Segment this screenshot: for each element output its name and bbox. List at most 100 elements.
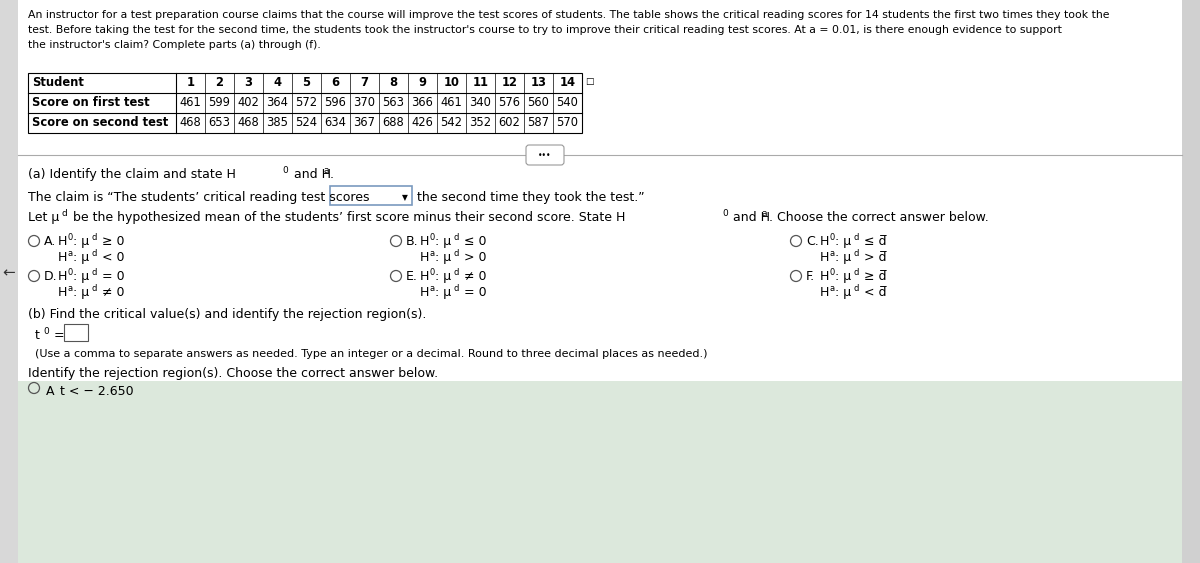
Text: : μ: : μ bbox=[436, 235, 451, 248]
Text: D.: D. bbox=[44, 270, 58, 283]
Text: a: a bbox=[323, 166, 329, 175]
Text: .: . bbox=[330, 168, 334, 181]
Text: : μ: : μ bbox=[835, 235, 851, 248]
Text: H: H bbox=[420, 251, 430, 264]
Text: H: H bbox=[820, 286, 829, 299]
Text: 14: 14 bbox=[559, 76, 576, 89]
Text: < d̅: < d̅ bbox=[860, 286, 887, 299]
Bar bbox=[1182, 0, 1200, 563]
Text: 0: 0 bbox=[67, 233, 72, 242]
Text: C.: C. bbox=[806, 235, 818, 248]
Text: 461: 461 bbox=[180, 96, 202, 109]
Text: 0: 0 bbox=[430, 268, 434, 277]
Text: H: H bbox=[420, 235, 430, 248]
Text: 4: 4 bbox=[274, 76, 282, 89]
Text: 367: 367 bbox=[354, 116, 376, 129]
Text: The claim is “The students’ critical reading test scores: The claim is “The students’ critical rea… bbox=[28, 191, 370, 204]
Text: 11: 11 bbox=[473, 76, 488, 89]
Text: 653: 653 bbox=[209, 116, 230, 129]
Text: 634: 634 bbox=[324, 116, 347, 129]
Text: : μ: : μ bbox=[436, 286, 451, 299]
Text: 570: 570 bbox=[557, 116, 578, 129]
Text: d: d bbox=[454, 284, 460, 293]
Text: B.: B. bbox=[406, 235, 419, 248]
Text: : μ: : μ bbox=[73, 270, 89, 283]
Text: 468: 468 bbox=[180, 116, 202, 129]
Text: 602: 602 bbox=[498, 116, 521, 129]
Text: : μ: : μ bbox=[73, 251, 89, 264]
Text: 385: 385 bbox=[266, 116, 288, 129]
Text: : μ: : μ bbox=[835, 286, 851, 299]
Text: 8: 8 bbox=[390, 76, 397, 89]
Text: a: a bbox=[829, 249, 834, 258]
Text: 2: 2 bbox=[216, 76, 223, 89]
Text: the instructor's claim? Complete parts (a) through (f).: the instructor's claim? Complete parts (… bbox=[28, 40, 320, 50]
Text: 364: 364 bbox=[266, 96, 288, 109]
Text: 0: 0 bbox=[829, 233, 834, 242]
Text: H: H bbox=[420, 270, 430, 283]
Bar bbox=[18, 381, 1182, 563]
Text: : μ: : μ bbox=[835, 270, 851, 283]
Text: H: H bbox=[820, 235, 829, 248]
Text: 370: 370 bbox=[354, 96, 376, 109]
Text: a: a bbox=[829, 284, 834, 293]
Text: 0: 0 bbox=[282, 166, 288, 175]
Text: H: H bbox=[58, 251, 67, 264]
Text: . Choose the correct answer below.: . Choose the correct answer below. bbox=[769, 211, 989, 224]
Text: 468: 468 bbox=[238, 116, 259, 129]
Text: ≠ 0: ≠ 0 bbox=[460, 270, 486, 283]
Text: d: d bbox=[454, 233, 460, 242]
Text: Let μ: Let μ bbox=[28, 211, 59, 224]
Text: d: d bbox=[454, 268, 460, 277]
Text: be the hypothesized mean of the students’ first score minus their second score. : be the hypothesized mean of the students… bbox=[70, 211, 625, 224]
Text: ≥ d̅: ≥ d̅ bbox=[860, 270, 887, 283]
Text: d: d bbox=[92, 268, 97, 277]
Text: d: d bbox=[854, 233, 859, 242]
Text: and H: and H bbox=[290, 168, 331, 181]
Text: 596: 596 bbox=[324, 96, 347, 109]
Text: 366: 366 bbox=[412, 96, 433, 109]
Text: 0: 0 bbox=[722, 209, 727, 218]
Text: : μ: : μ bbox=[835, 251, 851, 264]
Text: = 0: = 0 bbox=[460, 286, 487, 299]
Text: a: a bbox=[430, 284, 434, 293]
Text: 1: 1 bbox=[186, 76, 194, 89]
Text: □: □ bbox=[586, 77, 594, 86]
Text: = 0: = 0 bbox=[98, 270, 125, 283]
Text: d: d bbox=[854, 268, 859, 277]
Text: test. Before taking the test for the second time, the students took the instruct: test. Before taking the test for the sec… bbox=[28, 25, 1062, 35]
Bar bbox=[330, 186, 412, 205]
Text: 524: 524 bbox=[295, 116, 318, 129]
Text: t < − 2.650: t < − 2.650 bbox=[60, 385, 133, 398]
Text: E.: E. bbox=[406, 270, 418, 283]
Text: A.: A. bbox=[44, 235, 56, 248]
Text: 542: 542 bbox=[440, 116, 462, 129]
Text: 560: 560 bbox=[528, 96, 550, 109]
Text: 3: 3 bbox=[245, 76, 252, 89]
Text: ←: ← bbox=[2, 266, 16, 280]
Text: ≤ d̅: ≤ d̅ bbox=[860, 235, 887, 248]
Text: F.: F. bbox=[806, 270, 815, 283]
Text: d: d bbox=[854, 284, 859, 293]
Text: and H: and H bbox=[730, 211, 770, 224]
Text: 688: 688 bbox=[383, 116, 404, 129]
Text: •••: ••• bbox=[539, 150, 552, 159]
Text: H: H bbox=[820, 251, 829, 264]
Text: =: = bbox=[50, 329, 65, 342]
Text: Identify the rejection region(s). Choose the correct answer below.: Identify the rejection region(s). Choose… bbox=[28, 367, 438, 380]
Text: ≤ 0: ≤ 0 bbox=[460, 235, 486, 248]
Text: 9: 9 bbox=[419, 76, 426, 89]
Text: 340: 340 bbox=[469, 96, 492, 109]
Text: a: a bbox=[430, 249, 434, 258]
Text: 0: 0 bbox=[829, 268, 834, 277]
Text: 0: 0 bbox=[43, 327, 49, 336]
Text: (b) Find the critical value(s) and identify the rejection region(s).: (b) Find the critical value(s) and ident… bbox=[28, 308, 426, 321]
Text: H: H bbox=[420, 286, 430, 299]
Text: the second time they took the test.”: the second time they took the test.” bbox=[418, 191, 644, 204]
Bar bbox=[0, 0, 18, 563]
Text: > d̅: > d̅ bbox=[860, 251, 887, 264]
Text: 13: 13 bbox=[530, 76, 546, 89]
Text: 572: 572 bbox=[295, 96, 318, 109]
Text: t: t bbox=[35, 329, 40, 342]
FancyBboxPatch shape bbox=[526, 145, 564, 165]
